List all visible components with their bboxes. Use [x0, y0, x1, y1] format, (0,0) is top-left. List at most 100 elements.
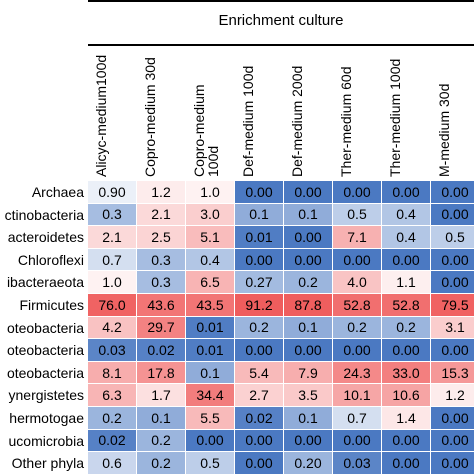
heatmap-cell: 0.4	[186, 248, 235, 272]
heatmap-cell: 15.3	[431, 361, 474, 385]
heatmap-cell: 0.00	[431, 181, 474, 204]
heatmap-cell: 4.2	[88, 316, 137, 340]
heatmap-cell: 0.00	[235, 452, 284, 475]
heatmap-cell: 91.2	[235, 294, 284, 317]
heatmap-cell: 87.8	[284, 294, 333, 317]
heatmap-cell: 0.2	[235, 316, 284, 340]
heatmap-cell: 0.00	[284, 181, 333, 204]
heatmap-cell: 0.00	[431, 271, 474, 294]
heatmap-cell: 1.0	[88, 271, 137, 294]
heatmap-cell: 79.5	[431, 294, 474, 317]
row-label: Firmicutes	[19, 297, 84, 313]
heatmap-cell: 0.1	[284, 316, 333, 340]
heatmap-cell: 24.3	[333, 361, 382, 385]
heatmap-cell: 0.00	[284, 339, 333, 362]
heatmap-cell: 0.3	[137, 271, 186, 294]
heatmap-cell: 43.5	[186, 294, 235, 317]
heatmap-cell: 1.4	[382, 407, 431, 430]
heatmap-cell: 6.5	[186, 271, 235, 294]
chart-title: Enrichment culture	[218, 12, 344, 29]
heatmap-cell: 0.00	[284, 248, 333, 272]
row-label: ucomicrobia	[8, 432, 84, 449]
heatmap-cell: 17.8	[137, 361, 186, 385]
heatmap-cell: 3.5	[284, 384, 333, 407]
column-label: Ther-medium 100d	[387, 58, 403, 177]
heatmap-cell: 0.03	[88, 339, 137, 362]
heatmap-cell: 3.1	[431, 316, 474, 340]
heatmap-cell: 0.7	[333, 407, 382, 430]
heatmap-cell: 0.00	[382, 452, 431, 475]
heatmap-cell: 4.0	[333, 271, 382, 294]
heatmap-cell: 0.02	[88, 429, 137, 453]
heatmap-cell: 0.01	[186, 339, 235, 362]
heatmap-cell: 0.90	[88, 181, 137, 204]
heatmap-cell: 7.1	[333, 226, 382, 249]
heatmap-cell: 52.8	[333, 294, 382, 317]
row-label: oteobacteria	[6, 364, 84, 381]
heatmap-cell: 0.00	[431, 429, 474, 453]
row-label: acteroidetes	[7, 229, 84, 246]
heatmap-cell: 0.00	[186, 429, 235, 453]
heatmap-cell: 0.1	[137, 407, 186, 430]
heatmap-cell: 0.20	[284, 452, 333, 475]
heatmap-cell: 0.3	[88, 203, 137, 227]
row-label: ctinobacteria	[4, 206, 84, 223]
heatmap-cell: 0.00	[333, 248, 382, 272]
heatmap-cell: 0.1	[284, 203, 333, 227]
column-label: Copro-medium 100d	[191, 84, 221, 177]
column-label: Copro-medium 30d	[142, 57, 158, 177]
heatmap-cell: 5.4	[235, 361, 284, 385]
heatmap-cell: 0.2	[137, 452, 186, 475]
heatmap-cell: 7.9	[284, 361, 333, 385]
row-label: hermotogae	[9, 410, 84, 426]
heatmap-cell: 0.00	[284, 226, 333, 249]
heatmap-cell: 0.02	[235, 407, 284, 430]
heatmap-cell: 0.02	[137, 339, 186, 362]
heatmap-cell: 0.01	[186, 316, 235, 340]
column-label: Alicyc-medium100d	[93, 54, 109, 177]
heatmap-cell: 1.0	[186, 181, 235, 204]
heatmap-cell: 0.00	[333, 429, 382, 453]
heatmap-cell: 0.2	[333, 316, 382, 340]
heatmap-cell: 29.7	[137, 316, 186, 340]
row-label: oteobacteria	[6, 342, 84, 359]
heatmap-cell: 0.1	[235, 203, 284, 227]
column-label: M-medium 30d	[436, 83, 452, 177]
heatmap-cell: 8.1	[88, 361, 137, 385]
row-label: ibacteraeota	[6, 274, 84, 291]
heatmap-cell: 1.7	[137, 384, 186, 407]
heatmap-cell: 0.00	[333, 339, 382, 362]
heatmap-cell: 0.00	[235, 248, 284, 272]
heatmap-cell: 10.1	[333, 384, 382, 407]
header-rule	[88, 44, 474, 46]
column-label: Ther-medium 60d	[338, 66, 354, 178]
heatmap-cell: 0.2	[137, 429, 186, 453]
heatmap-cell: 0.00	[431, 339, 474, 362]
heatmap-cell: 1.2	[137, 181, 186, 204]
heatmap-cell: 34.4	[186, 384, 235, 407]
heatmap-cell: 0.00	[382, 429, 431, 453]
heatmap-cell: 0.00	[431, 407, 474, 430]
heatmap-cell: 0.5	[333, 203, 382, 227]
heatmap-cell: 3.0	[186, 203, 235, 227]
heatmap-cell: 0.00	[382, 248, 431, 272]
heatmap-cell: 2.1	[88, 226, 137, 249]
heatmap-cell: 0.6	[88, 452, 137, 475]
heatmap-cell: 0.1	[186, 361, 235, 385]
heatmap-cell: 5.5	[186, 407, 235, 430]
heatmap-cell: 2.7	[235, 384, 284, 407]
heatmap-cell: 5.1	[186, 226, 235, 249]
heatmap-cell: 0.4	[382, 203, 431, 227]
heatmap-cell: 0.7	[88, 248, 137, 272]
heatmap-cell: 0.5	[186, 452, 235, 475]
heatmap-cell: 43.6	[137, 294, 186, 317]
column-label: Def-medium 100d	[240, 65, 256, 177]
row-label: Chloroflexi	[17, 251, 84, 268]
heatmap-cell: 0.27	[235, 271, 284, 294]
heatmap-cell: 0.00	[382, 339, 431, 362]
heatmap-cell: 0.00	[431, 203, 474, 227]
heatmap-cell: 2.1	[137, 203, 186, 227]
heatmap-cell: 33.0	[382, 361, 431, 385]
row-label: Archaea	[31, 184, 84, 200]
